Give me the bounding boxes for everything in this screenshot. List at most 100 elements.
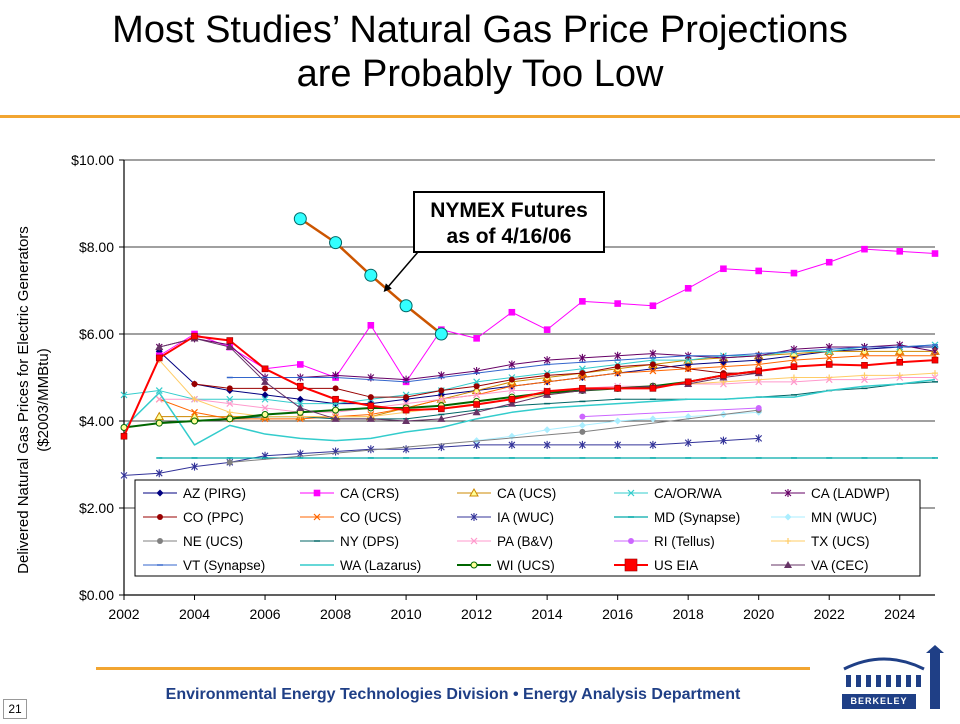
data-point [649, 415, 657, 423]
legend-label: MN (WUC) [811, 510, 877, 525]
data-point [649, 302, 657, 310]
x-tick-label: 2020 [743, 606, 774, 622]
data-point [896, 248, 904, 255]
legend-item-mn-wuc: MN (WUC) [771, 510, 877, 525]
data-point [627, 489, 635, 497]
data-point [470, 513, 478, 521]
data-point [579, 353, 586, 362]
series-line [123, 378, 936, 446]
data-point [473, 391, 481, 399]
data-point [261, 404, 269, 412]
data-point [226, 409, 233, 416]
data-point [226, 459, 233, 466]
data-point [402, 417, 411, 424]
legend-label: US EIA [654, 558, 698, 573]
data-point [826, 374, 833, 381]
footer-divider [96, 667, 810, 670]
data-point [313, 513, 321, 521]
series-layer [120, 212, 940, 480]
x-tick-label: 2004 [179, 606, 210, 622]
data-point [628, 538, 634, 544]
data-point [155, 343, 164, 351]
legend-label: WA (Lazarus) [340, 558, 421, 573]
data-point [261, 395, 269, 403]
data-point [293, 212, 307, 226]
data-point [755, 367, 762, 375]
data-point [297, 361, 304, 368]
data-point [120, 471, 128, 480]
data-point [790, 378, 798, 386]
data-point [790, 363, 798, 370]
data-point [473, 401, 480, 408]
y-axis-label-line-2: ($2003/MMBtu) [35, 348, 52, 451]
data-point [755, 434, 763, 443]
data-point [579, 298, 586, 305]
legend: AZ (PIRG) CA (CRS) CA (UCS) CA/OR/WA CA (LAD… [134, 479, 921, 577]
data-point [191, 396, 198, 403]
data-point [332, 395, 339, 403]
data-point [262, 385, 269, 392]
data-point [367, 445, 375, 454]
data-point [649, 367, 657, 375]
data-point [931, 356, 939, 364]
data-point [297, 382, 304, 390]
annotation-box [413, 191, 605, 253]
data-point [473, 335, 480, 342]
data-point [191, 332, 198, 340]
data-point [155, 395, 163, 403]
data-point [784, 489, 792, 497]
data-point [614, 385, 621, 392]
data-point [614, 351, 622, 360]
data-point [578, 421, 586, 429]
legend-label: NY (DPS) [340, 534, 399, 549]
legend-item-pa-b-v: PA (B&V) [457, 534, 553, 549]
slide-title: Most Studies’ Natural Gas Price Projecti… [0, 8, 960, 96]
data-point [261, 391, 269, 399]
y-axis-label-line-1: Delivered Natural Gas Prices for Electri… [15, 226, 32, 574]
data-point [614, 300, 621, 307]
title-divider [0, 115, 960, 118]
data-point [226, 337, 234, 344]
data-point [755, 404, 762, 411]
data-point [155, 469, 163, 478]
legend-label: CO (UCS) [340, 510, 402, 525]
data-point [614, 363, 621, 370]
legend-label: VA (CEC) [811, 558, 869, 573]
legend-label: CA (LADWP) [811, 486, 890, 501]
data-point [367, 322, 375, 329]
data-point [861, 352, 868, 360]
data-point [720, 363, 727, 371]
data-point [507, 399, 516, 407]
data-point [261, 365, 269, 373]
legend-item-az-pirg: AZ (PIRG) [143, 486, 246, 501]
legend-label: IA (WUC) [497, 510, 554, 525]
axes: $0.00 $2.00 $4.00 $6.00 $8.00 $10.00 2002 2004 2… [71, 152, 935, 622]
legend-item-co-ucs: CO (UCS) [300, 510, 402, 525]
data-point [578, 374, 586, 381]
y-tick-label: $4.00 [79, 413, 114, 429]
x-tick-label: 2002 [108, 606, 139, 622]
data-point [473, 383, 480, 390]
legend-label: CA (CRS) [340, 486, 399, 501]
series-us-eia [120, 332, 939, 440]
legend-label: RI (Tellus) [654, 534, 715, 549]
data-point [649, 385, 657, 392]
data-point [154, 411, 165, 421]
data-point [790, 374, 797, 381]
legend-item-ia-wuc: IA (WUC) [457, 510, 554, 525]
y-tick-label: $6.00 [79, 326, 114, 342]
data-point [120, 391, 128, 399]
legend-item-ne-ucs: NE (UCS) [143, 534, 243, 549]
data-point [784, 561, 792, 568]
series-line [582, 407, 759, 418]
x-tick-label: 2024 [884, 606, 915, 622]
data-point [896, 358, 904, 366]
slide-title-line-1: Most Studies’ Natural Gas Price Projecti… [112, 9, 848, 51]
series-va-cec [155, 334, 763, 424]
data-point [403, 394, 410, 401]
data-point [155, 419, 163, 427]
x-tick-label: 2008 [320, 606, 351, 622]
series-ia-wuc [120, 434, 763, 480]
data-point [649, 349, 657, 358]
data-point [825, 258, 833, 266]
